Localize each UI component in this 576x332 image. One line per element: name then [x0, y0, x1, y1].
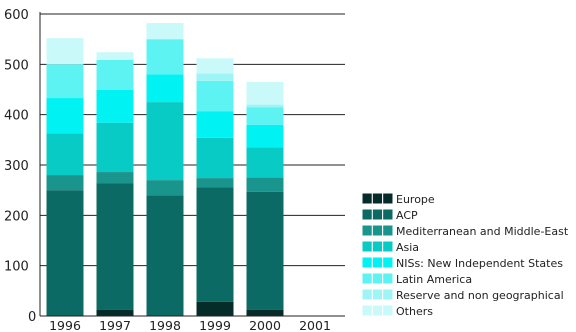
- bar-segment-1999: [196, 80, 234, 112]
- bar-segment-1999: [196, 111, 234, 138]
- bar-segment-1999: [196, 73, 234, 81]
- legend-swatch: [361, 224, 373, 237]
- bar-segment-1998: [146, 195, 184, 316]
- bar-segment-1998: [146, 23, 184, 40]
- legend-swatch: [371, 192, 384, 205]
- legend-swatch: [371, 304, 384, 317]
- bar-segment-1999: [196, 187, 234, 302]
- bar-segment-1997: [96, 122, 134, 173]
- y-tick-label: 100: [4, 260, 29, 275]
- bar-segment-1999: [196, 178, 234, 188]
- bar-segment-1998: [146, 102, 184, 181]
- legend-swatch: [371, 208, 384, 221]
- legend-swatch: [371, 256, 384, 269]
- legend: Europe ACP Mediterranean and Middle-East As…: [361, 192, 569, 318]
- bar-segment-1997: [96, 52, 134, 60]
- x-tick-label: 2000: [249, 318, 281, 332]
- y-tick-label: 200: [4, 209, 29, 224]
- x-tick-label: 1997: [99, 318, 131, 332]
- legend-swatch: [382, 272, 394, 285]
- bar-segment-1996: [46, 190, 84, 316]
- bar-segment-1997: [96, 59, 134, 91]
- bar-segment-2000: [246, 309, 284, 316]
- bar-segment-1998: [146, 39, 184, 75]
- bar-segment-1999: [196, 58, 234, 74]
- y-tick-label: 600: [4, 8, 29, 23]
- legend-swatch: [361, 272, 373, 285]
- legend-swatch: [371, 224, 384, 237]
- x-axis-ticks: 1996 1997 1998 1999 2000 2001: [49, 318, 331, 332]
- legend-label: NISs: New Independent States: [396, 257, 563, 270]
- legend-label: Others: [396, 305, 433, 318]
- legend-swatch: [382, 240, 394, 253]
- y-tick-label: 400: [4, 109, 29, 124]
- bar-segment-2000: [246, 81, 284, 105]
- legend-item: Asia: [361, 240, 419, 254]
- legend-item: Reserve and non geographical: [361, 288, 564, 302]
- legend-label: Latin America: [396, 273, 472, 286]
- legend-swatch: [382, 256, 394, 269]
- bar-segment-2000: [246, 147, 284, 178]
- legend-swatch: [382, 224, 394, 237]
- legend-swatch: [361, 240, 373, 253]
- bar-segment-2000: [246, 124, 284, 148]
- bar-segment-1996: [46, 98, 84, 134]
- bar-segment-1999: [196, 137, 234, 179]
- legend-item: Latin America: [361, 272, 472, 286]
- legend-swatch: [382, 192, 394, 205]
- legend-swatch: [371, 240, 384, 253]
- bars: [46, 23, 284, 316]
- legend-swatch: [361, 304, 373, 317]
- legend-swatch: [361, 192, 373, 205]
- legend-label: Europe: [396, 193, 435, 206]
- legend-item: Others: [361, 304, 433, 318]
- bar-segment-2000: [246, 177, 284, 192]
- bar-segment-2000: [246, 191, 284, 310]
- bar-segment-1998: [146, 74, 184, 103]
- legend-item: Europe: [361, 192, 435, 206]
- bar-segment-2000: [246, 104, 284, 108]
- bar-segment-1996: [46, 64, 84, 99]
- legend-swatch: [361, 288, 373, 301]
- x-tick-label: 1998: [149, 318, 181, 332]
- legend-swatch: [382, 304, 394, 317]
- y-tick-label: 500: [4, 58, 29, 73]
- bar-segment-2000: [246, 107, 284, 125]
- bar-segment-1996: [46, 133, 84, 176]
- bar-segment-1996: [46, 175, 84, 191]
- bar-segment-1996: [46, 38, 84, 65]
- bar-segment-1999: [196, 301, 234, 316]
- y-tick-label: 300: [4, 159, 29, 174]
- bar-segment-1997: [96, 172, 134, 184]
- bar-segment-1997: [96, 183, 134, 310]
- x-tick-label: 1999: [199, 318, 231, 332]
- y-axis-ticks: 0 100 200 300 400 500 600: [4, 8, 36, 325]
- legend-swatch: [382, 208, 394, 221]
- legend-label: Reserve and non geographical: [396, 289, 564, 302]
- legend-swatch: [371, 288, 384, 301]
- x-tick-label: 2001: [299, 318, 331, 332]
- legend-swatch: [382, 288, 394, 301]
- bar-segment-1997: [96, 309, 134, 316]
- legend-label: Mediterranean and Middle-East: [396, 225, 569, 238]
- gridlines: [40, 13, 345, 267]
- legend-item: ACP: [361, 208, 418, 222]
- bar-segment-1997: [96, 90, 134, 123]
- legend-swatch: [371, 272, 384, 285]
- legend-label: Asia: [396, 241, 419, 254]
- legend-item: NISs: New Independent States: [361, 256, 563, 270]
- bar-segment-1998: [146, 180, 184, 196]
- y-tick-label: 0: [28, 310, 36, 325]
- legend-swatch: [361, 208, 373, 221]
- x-tick-label: 1996: [49, 318, 81, 332]
- legend-swatch: [361, 256, 373, 269]
- legend-label: ACP: [396, 209, 418, 222]
- legend-item: Mediterranean and Middle-East: [361, 224, 569, 238]
